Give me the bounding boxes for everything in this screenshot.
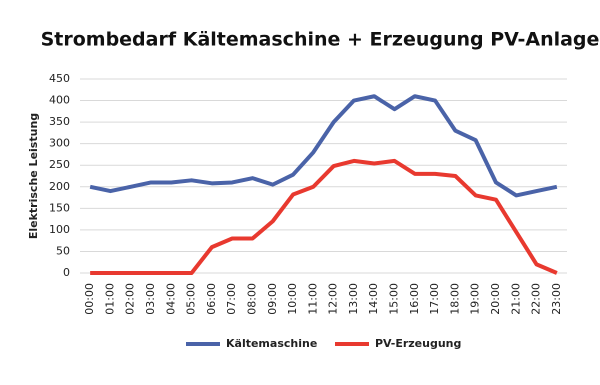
x-tick-label: 00:00 [83,283,96,315]
legend-label: PV-Erzeugung [375,337,461,350]
x-tick-label: 22:00 [530,283,543,315]
x-tick-label: 12:00 [327,283,340,315]
y-tick-label: 450 [49,72,70,85]
x-tick-label: 03:00 [144,283,157,315]
y-tick-label: 100 [49,223,70,236]
x-tick-label: 11:00 [306,283,319,315]
x-tick-label: 07:00 [225,283,238,315]
x-tick-label: 21:00 [509,283,522,315]
y-tick-label: 50 [56,244,70,257]
x-tick-label: 06:00 [205,283,218,315]
x-tick-label: 23:00 [550,283,563,315]
x-tick-label: 04:00 [164,283,177,315]
x-tick-label: 16:00 [408,283,421,315]
x-tick-label: 14:00 [367,283,380,315]
y-axis-title: Elektrische Leistung [27,113,40,239]
x-tick-label: 05:00 [185,283,198,315]
series-line [89,94,558,198]
series-line [90,158,558,275]
y-tick-label: 400 [49,94,70,107]
x-tick-label: 15:00 [388,283,401,315]
y-tick-label: 150 [49,201,70,214]
legend-label: Kältemaschine [226,337,317,350]
x-tick-label: 01:00 [103,283,116,315]
y-tick-label: 250 [49,158,70,171]
x-tick-label: 19:00 [469,283,482,315]
x-tick-label: 08:00 [245,283,258,315]
x-tick-label: 09:00 [266,283,279,315]
y-tick-label: 300 [49,137,70,150]
x-tick-label: 18:00 [448,283,461,315]
y-tick-label: 350 [49,115,70,128]
y-tick-label: 0 [63,266,70,279]
y-tick-label: 200 [49,180,70,193]
chart-title: Strombedarf Kältemaschine + Erzeugung PV… [41,29,600,51]
x-tick-label: 10:00 [286,283,299,315]
x-tick-label: 17:00 [428,283,441,315]
x-tick-label: 13:00 [347,283,360,315]
x-tick-label: 02:00 [124,283,137,315]
x-tick-label: 20:00 [489,283,502,315]
